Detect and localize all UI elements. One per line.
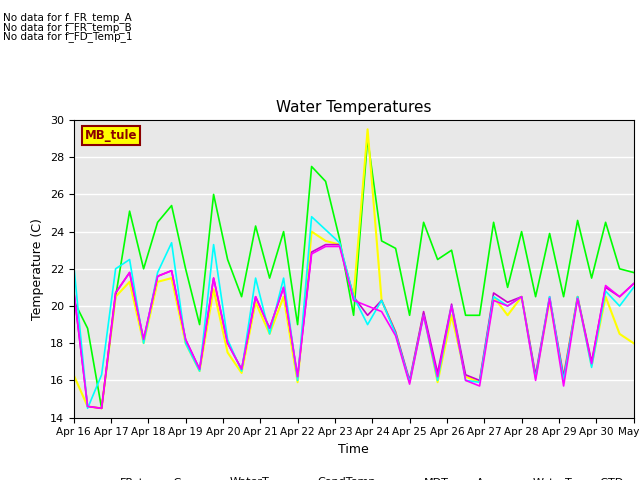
Y-axis label: Temperature (C): Temperature (C) bbox=[31, 218, 44, 320]
Title: Water Temperatures: Water Temperatures bbox=[276, 100, 431, 115]
Text: No data for f_FD_Temp_1: No data for f_FD_Temp_1 bbox=[3, 31, 132, 42]
Text: MB_tule: MB_tule bbox=[85, 129, 138, 142]
Text: No data for f_FR_temp_A: No data for f_FR_temp_A bbox=[3, 12, 132, 23]
Legend: FR_temp_C, WaterT, CondTemp, MDTemp_A, WaterTemp_CTD: FR_temp_C, WaterT, CondTemp, MDTemp_A, W… bbox=[79, 472, 628, 480]
Text: No data for f_FR_temp_B: No data for f_FR_temp_B bbox=[3, 22, 132, 33]
X-axis label: Time: Time bbox=[338, 443, 369, 456]
